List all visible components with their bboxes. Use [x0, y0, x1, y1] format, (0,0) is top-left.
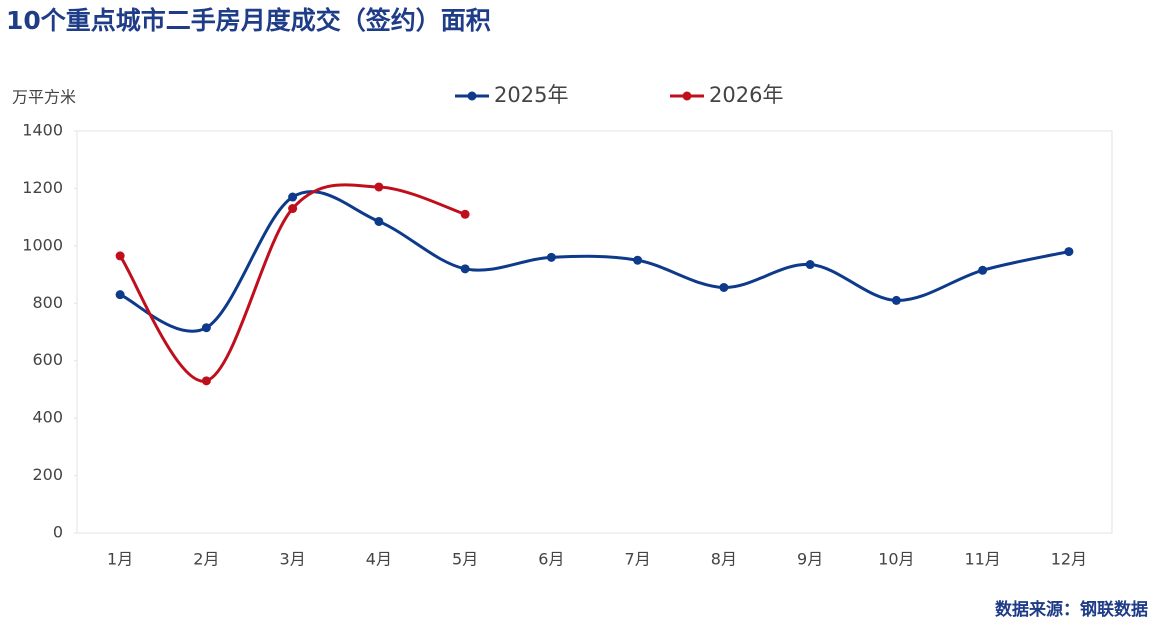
y-tick-label: 1400 [22, 121, 63, 140]
x-tick-label: 10月 [878, 550, 914, 569]
point [201, 323, 211, 333]
point [1064, 247, 1074, 257]
x-tick-label: 2月 [193, 550, 219, 569]
point [978, 265, 988, 275]
x-tick-label: 9月 [797, 550, 823, 569]
series-line [118, 183, 466, 383]
y-tick-label: 200 [32, 465, 63, 484]
point [633, 255, 643, 265]
x-tick-label: 6月 [538, 550, 564, 569]
point [805, 260, 815, 270]
point [201, 376, 211, 386]
x-tick-label: 8月 [711, 550, 737, 569]
x-tick-label: 4月 [366, 550, 392, 569]
legend-marker [467, 91, 477, 101]
y-axis-label: 万平方米 [12, 88, 76, 107]
x-tick-label: 5月 [452, 550, 478, 569]
y-tick-label: 1200 [22, 178, 63, 197]
legend-marker [682, 91, 692, 101]
point [891, 295, 901, 305]
x-tick-label: 12月 [1051, 550, 1087, 569]
x-tick-label: 3月 [280, 550, 306, 569]
series-line [119, 190, 1070, 333]
legend-label: 2026年 [709, 83, 783, 107]
y-tick-label: 1000 [22, 235, 63, 254]
chart-title: 10个重点城市二手房月度成交（签约）面积 [6, 6, 491, 35]
point [288, 204, 298, 214]
x-tick-label: 11月 [964, 550, 1000, 569]
point [115, 251, 125, 261]
y-tick-label: 600 [32, 350, 63, 369]
point [460, 209, 470, 219]
point [374, 182, 384, 192]
y-tick-label: 0 [53, 523, 63, 542]
point [719, 282, 729, 292]
point [460, 264, 470, 274]
point [288, 192, 298, 202]
x-tick-label: 1月 [107, 550, 133, 569]
y-tick-label: 800 [32, 293, 63, 312]
y-tick-label: 400 [32, 408, 63, 427]
source: 数据来源：钢联数据 [995, 599, 1148, 620]
plot-frame [76, 130, 1113, 534]
point [115, 290, 125, 300]
point [374, 216, 384, 226]
x-tick-label: 7月 [625, 550, 651, 569]
legend-label: 2025年 [494, 83, 568, 107]
point [546, 252, 556, 262]
